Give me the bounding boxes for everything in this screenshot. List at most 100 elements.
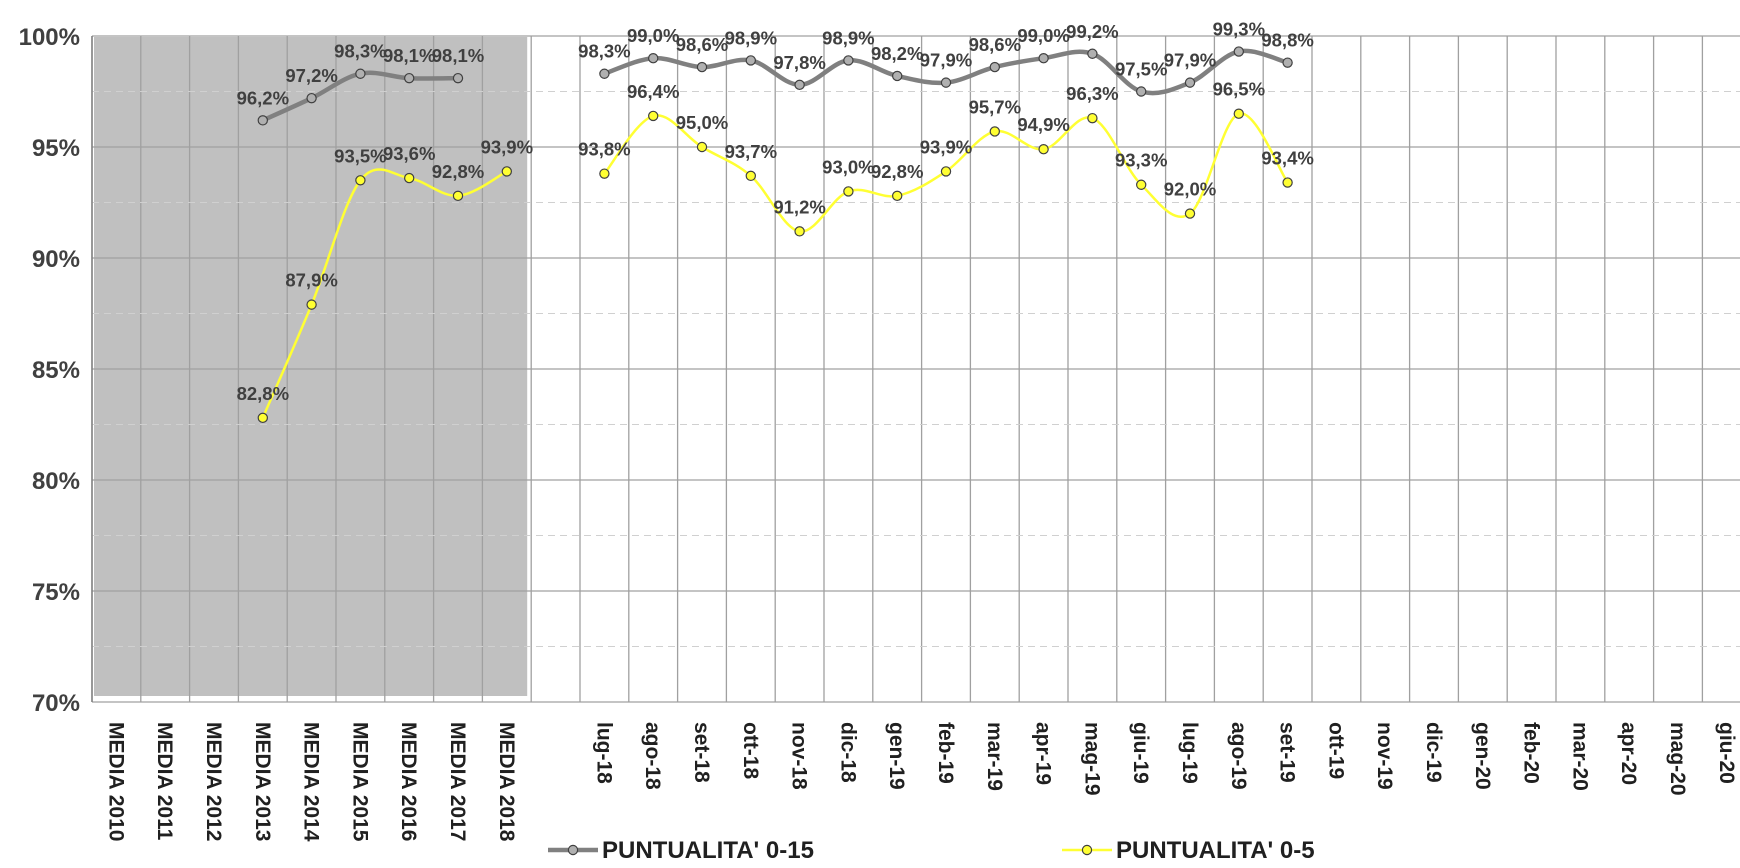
data-label: 96,2%: [237, 87, 289, 108]
data-label: 97,5%: [1115, 59, 1167, 80]
x-tick-label: MEDIA 2011: [153, 722, 176, 841]
data-point: [892, 190, 903, 202]
x-tick-label: lug-19: [1178, 722, 1201, 784]
data-label: 91,2%: [773, 196, 825, 217]
gridlines: [91, 35, 1740, 703]
x-tick-label: apr-20: [1617, 722, 1640, 785]
y-tick-label: 90%: [32, 246, 80, 273]
data-label: 95,0%: [676, 112, 728, 133]
data-point: [892, 70, 903, 82]
data-label: 96,5%: [1213, 79, 1265, 100]
data-point: [794, 226, 805, 237]
data-point: [648, 110, 659, 122]
data-point: [1038, 144, 1049, 155]
x-tick-label: dic-19: [1422, 722, 1445, 783]
y-tick-label: 100%: [19, 24, 80, 51]
x-tick-label: feb-20: [1520, 722, 1543, 784]
x-tick-label: MEDIA 2015: [348, 722, 371, 842]
data-point: [501, 166, 512, 177]
data-label: 98,9%: [725, 27, 777, 48]
data-label: 98,1%: [383, 45, 435, 66]
data-point: [1282, 57, 1293, 68]
x-tick-label: MEDIA 2010: [104, 722, 127, 841]
data-label: 87,9%: [285, 270, 337, 291]
data-point: [843, 55, 854, 66]
y-tick-label: 95%: [32, 135, 80, 162]
x-tick-label: nov-18: [788, 722, 811, 790]
data-point: [1282, 177, 1293, 188]
data-point: [257, 412, 268, 424]
data-label: 93,4%: [1261, 148, 1313, 169]
data-point: [1087, 112, 1098, 124]
x-axis-ticks: MEDIA 2010 MEDIA 2011 MEDIA 2012 MEDIA 2013…: [104, 722, 1737, 842]
data-point: [989, 126, 1001, 137]
x-tick-label: lug-18: [592, 722, 615, 784]
x-tick-label: mar-19: [983, 722, 1006, 791]
data-label: 98,9%: [822, 27, 874, 48]
data-point: [306, 299, 317, 310]
y-tick-label: 75%: [32, 579, 80, 606]
data-point: [843, 186, 854, 197]
x-tick-label: ago-19: [1227, 722, 1250, 790]
data-label: 93,6%: [383, 143, 435, 164]
x-tick-label: apr-19: [1032, 722, 1055, 785]
data-label: 93,3%: [1115, 150, 1167, 171]
data-point: [696, 141, 708, 153]
data-label: 99,0%: [627, 25, 679, 46]
data-point: [1184, 208, 1196, 219]
data-point: [355, 175, 366, 186]
data-point: [404, 72, 415, 84]
data-label: 95,7%: [969, 96, 1021, 117]
x-tick-label: set-19: [1276, 722, 1299, 783]
legend-marker: [1081, 844, 1093, 856]
data-point: [1135, 86, 1147, 97]
data-point: [745, 170, 757, 182]
data-point: [696, 61, 708, 73]
historical-shade: [94, 37, 528, 696]
data-point: [648, 53, 659, 64]
x-tick-label: mag-19: [1080, 722, 1103, 796]
legend-item: PUNTUALITA' 0-5: [1062, 837, 1315, 864]
data-label: 93,5%: [334, 145, 386, 166]
data-label: 98,3%: [334, 41, 386, 62]
x-tick-label: gen-20: [1471, 722, 1494, 790]
data-label: 98,2%: [871, 43, 923, 64]
data-label: 96,3%: [1066, 83, 1118, 104]
data-labels: 96,2%97,2%98,3%98,1%98,1% 98,3%99,0%98,6%…: [237, 19, 1314, 404]
x-tick-label: mag-20: [1666, 722, 1689, 796]
data-point: [989, 61, 1001, 73]
legend-label: PUNTUALITA' 0-15: [602, 837, 814, 864]
data-point: [355, 68, 366, 79]
x-tick-label: MEDIA 2018: [495, 722, 518, 842]
historical-region: [94, 37, 528, 696]
data-label: 82,8%: [237, 383, 289, 404]
x-tick-label: giu-20: [1715, 722, 1738, 784]
data-point: [745, 55, 757, 66]
series-lines: [257, 46, 1293, 424]
data-label: 98,6%: [969, 34, 1021, 55]
y-tick-label: 85%: [32, 357, 80, 384]
x-tick-label: giu-19: [1129, 722, 1152, 784]
x-tick-label: MEDIA 2012: [202, 722, 225, 841]
data-label: 93,9%: [920, 136, 972, 157]
data-point: [1135, 179, 1147, 190]
legend: PUNTUALITA' 0-15 PUNTUALITA' 0-5: [548, 837, 1315, 864]
x-tick-label: nov-19: [1373, 722, 1396, 790]
data-point: [1233, 108, 1245, 119]
data-point: [1038, 53, 1049, 64]
data-point: [452, 72, 464, 84]
data-label: 92,0%: [1164, 179, 1216, 200]
data-label: 97,2%: [285, 65, 337, 86]
x-tick-label: MEDIA 2013: [251, 722, 274, 841]
legend-marker: [567, 844, 579, 856]
x-tick-label: set-18: [690, 722, 713, 783]
x-tick-label: ott-18: [739, 722, 762, 779]
x-tick-label: ott-19: [1324, 722, 1347, 779]
data-label: 93,8%: [578, 139, 630, 160]
data-point: [940, 166, 952, 177]
data-point: [1233, 46, 1245, 57]
data-point: [1087, 48, 1098, 59]
data-label: 99,0%: [1017, 25, 1069, 46]
data-label: 92,8%: [432, 161, 484, 182]
